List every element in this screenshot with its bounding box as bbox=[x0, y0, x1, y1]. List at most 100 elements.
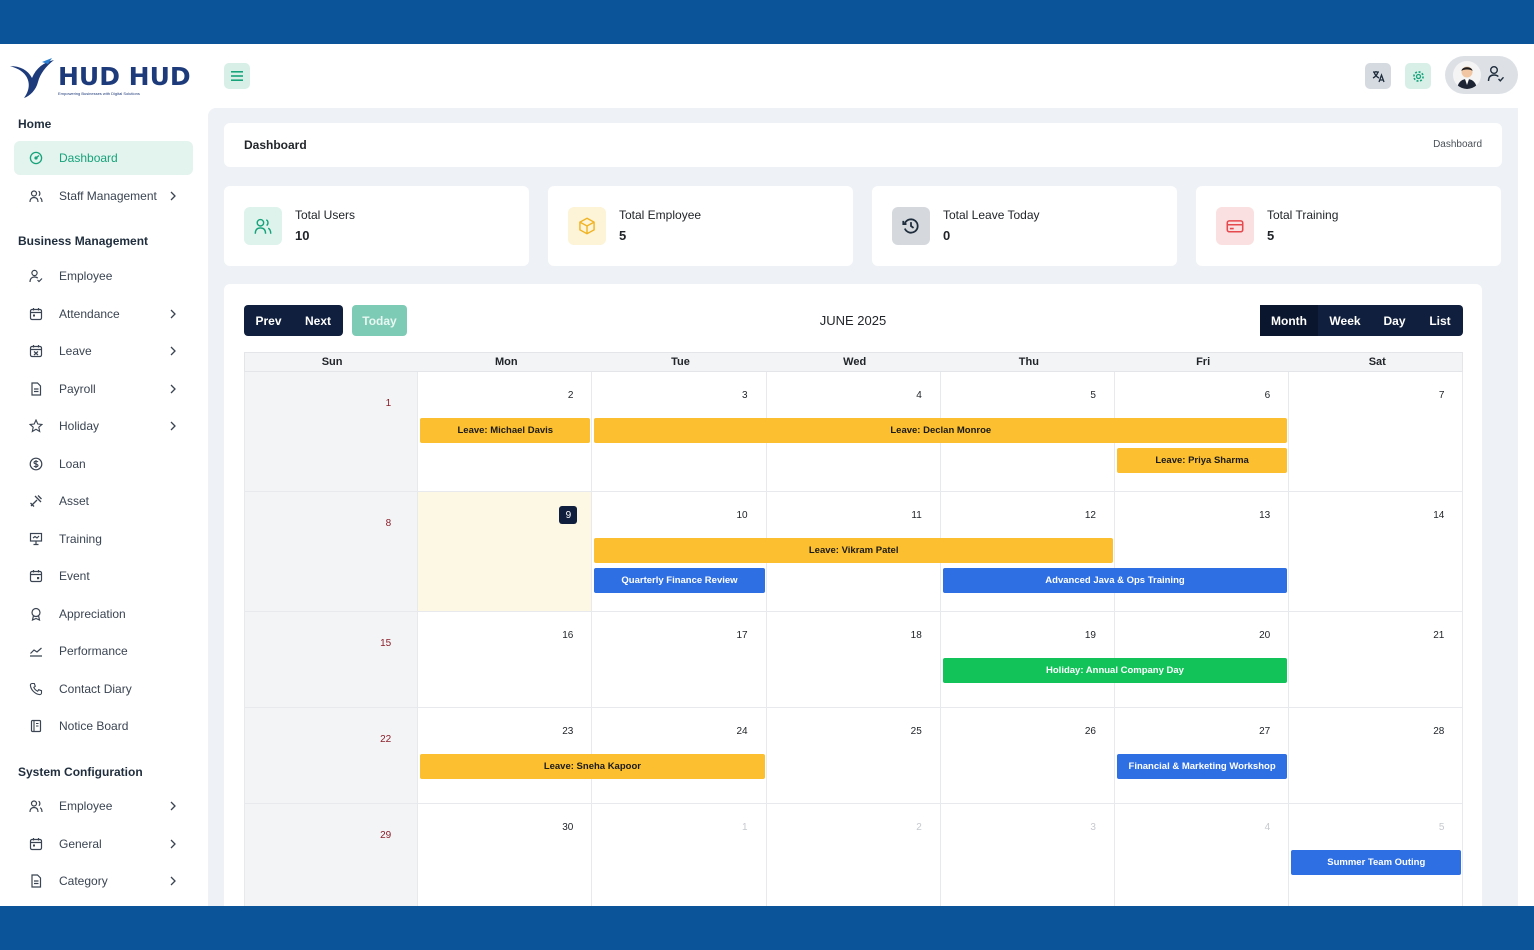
day-number[interactable]: 2 bbox=[567, 390, 574, 401]
day-number[interactable]: 12 bbox=[1084, 510, 1096, 521]
day-number[interactable]: 9 bbox=[559, 506, 578, 524]
calendar-day-cell[interactable]: 15 bbox=[244, 612, 419, 708]
calendar-day-cell[interactable]: 24 bbox=[592, 708, 767, 804]
day-number[interactable]: 27 bbox=[1259, 726, 1271, 737]
calendar-event-leave[interactable]: Leave: Michael Davis bbox=[420, 418, 591, 443]
calendar-day-cell[interactable]: 16 bbox=[418, 612, 593, 708]
day-number[interactable]: 19 bbox=[1084, 630, 1096, 641]
sidebar-item-employee[interactable]: Employee bbox=[14, 259, 193, 293]
sidebar-item-category[interactable]: Category bbox=[14, 864, 193, 898]
day-number[interactable]: 1 bbox=[742, 822, 748, 833]
day-number[interactable]: 16 bbox=[562, 630, 574, 641]
day-number[interactable]: 18 bbox=[910, 630, 922, 641]
day-number[interactable]: 29 bbox=[380, 830, 392, 841]
calendar-day-cell[interactable]: 14 bbox=[1289, 492, 1464, 612]
day-number[interactable]: 25 bbox=[910, 726, 922, 737]
calendar-event-training[interactable]: Quarterly Finance Review bbox=[594, 568, 765, 593]
calendar-day-cell[interactable]: 26 bbox=[940, 708, 1115, 804]
day-number[interactable]: 1 bbox=[385, 398, 392, 409]
calendar-event-training[interactable]: Financial & Marketing Workshop bbox=[1117, 754, 1288, 779]
day-number[interactable]: 20 bbox=[1259, 630, 1271, 641]
view-list-button[interactable]: List bbox=[1429, 313, 1451, 328]
calendar-day-cell[interactable]: 12 bbox=[940, 492, 1115, 612]
calendar-day-cell[interactable]: 21 bbox=[1289, 612, 1464, 708]
profile-menu[interactable] bbox=[1445, 56, 1518, 94]
day-number[interactable]: 5 bbox=[1090, 390, 1096, 401]
calendar-day-cell[interactable]: 2 bbox=[418, 372, 593, 492]
day-number[interactable]: 30 bbox=[562, 822, 574, 833]
breadcrumb-current[interactable]: Dashboard bbox=[1433, 139, 1482, 150]
day-number[interactable]: 23 bbox=[562, 726, 574, 737]
brand-logo[interactable]: HUD HUD Empowering Businesses with Digit… bbox=[8, 56, 191, 102]
sidebar-item-contact-diary[interactable]: Contact Diary bbox=[14, 672, 193, 706]
day-number[interactable]: 17 bbox=[736, 630, 748, 641]
day-number[interactable]: 10 bbox=[736, 510, 748, 521]
sidebar-item-event[interactable]: Event bbox=[14, 559, 193, 593]
calendar-day-cell[interactable]: 28 bbox=[1289, 708, 1464, 804]
sidebar-item-general[interactable]: General bbox=[14, 827, 193, 861]
menu-toggle-button[interactable] bbox=[224, 63, 250, 89]
language-button[interactable] bbox=[1365, 63, 1391, 89]
sidebar-item-staff-management[interactable]: Staff Management bbox=[14, 179, 193, 213]
calendar-day-cell[interactable]: 25 bbox=[766, 708, 941, 804]
calendar-day-cell[interactable]: 22 bbox=[244, 708, 419, 804]
calendar-day-cell[interactable]: 8 bbox=[244, 492, 419, 612]
day-number[interactable]: 6 bbox=[1264, 390, 1271, 401]
calendar-day-cell[interactable]: 20 bbox=[1115, 612, 1290, 708]
calendar-event-training[interactable]: Advanced Java & Ops Training bbox=[942, 568, 1288, 593]
day-number[interactable]: 28 bbox=[1433, 726, 1445, 737]
calendar-day-cell[interactable]: 5 bbox=[1289, 804, 1464, 906]
day-number[interactable]: 7 bbox=[1438, 390, 1445, 401]
sidebar-item-payroll[interactable]: Payroll bbox=[14, 372, 193, 406]
calendar-day-cell[interactable]: 6 bbox=[1115, 372, 1290, 492]
day-number[interactable]: 11 bbox=[911, 510, 922, 521]
day-number[interactable]: 24 bbox=[736, 726, 748, 737]
sidebar-item-attendance[interactable]: Attendance bbox=[14, 297, 193, 331]
day-number[interactable]: 4 bbox=[1264, 822, 1271, 833]
calendar-event-leave[interactable]: Leave: Priya Sharma bbox=[1117, 448, 1288, 473]
next-button[interactable]: Next bbox=[304, 313, 331, 328]
calendar-day-cell[interactable]: 18 bbox=[766, 612, 941, 708]
calendar-day-cell[interactable]: 17 bbox=[592, 612, 767, 708]
sidebar-item-leave[interactable]: Leave bbox=[14, 334, 193, 368]
calendar-day-cell[interactable]: 2 bbox=[767, 804, 941, 906]
settings-button[interactable] bbox=[1405, 63, 1431, 89]
day-number[interactable]: 5 bbox=[1438, 822, 1445, 833]
calendar-day-cell[interactable]: 3 bbox=[941, 804, 1115, 906]
day-number[interactable]: 26 bbox=[1084, 726, 1096, 737]
calendar-day-cell[interactable]: 4 bbox=[1115, 804, 1290, 906]
calendar-day-cell[interactable]: 30 bbox=[418, 804, 593, 906]
day-number[interactable]: 13 bbox=[1259, 510, 1271, 521]
sidebar-item-asset[interactable]: Asset bbox=[14, 484, 193, 518]
calendar-day-cell[interactable]: 1 bbox=[592, 804, 767, 906]
calendar-event-leave[interactable]: Leave: Sneha Kapoor bbox=[420, 754, 765, 779]
day-number[interactable]: 14 bbox=[1433, 510, 1445, 521]
calendar-day-cell[interactable]: 7 bbox=[1289, 372, 1464, 492]
calendar-day-cell[interactable]: 9 bbox=[418, 492, 593, 612]
sidebar-item-config-employee[interactable]: Employee bbox=[14, 789, 193, 823]
calendar-day-cell[interactable]: 29 bbox=[244, 804, 419, 906]
day-number[interactable]: 22 bbox=[380, 734, 392, 745]
sidebar-item-notice-board[interactable]: Notice Board bbox=[14, 709, 193, 743]
calendar-event-leave[interactable]: Leave: Declan Monroe bbox=[594, 418, 1288, 443]
sidebar-item-performance[interactable]: Performance bbox=[14, 634, 193, 668]
sidebar-item-appreciation[interactable]: Appreciation bbox=[14, 597, 193, 631]
view-day-button[interactable]: Day bbox=[1383, 313, 1406, 328]
day-number[interactable]: 21 bbox=[1433, 630, 1445, 641]
day-number[interactable]: 4 bbox=[916, 390, 922, 401]
day-number[interactable]: 8 bbox=[385, 518, 392, 529]
day-number[interactable]: 15 bbox=[380, 638, 392, 649]
calendar-day-cell[interactable]: 27 bbox=[1115, 708, 1290, 804]
calendar-day-cell[interactable]: 13 bbox=[1115, 492, 1290, 612]
sidebar-item-dashboard[interactable]: Dashboard bbox=[14, 141, 193, 175]
view-month-button[interactable]: Month bbox=[1260, 305, 1318, 336]
sidebar-item-loan[interactable]: Loan bbox=[14, 447, 193, 481]
calendar-day-cell[interactable]: 1 bbox=[244, 372, 419, 492]
day-number[interactable]: 3 bbox=[1090, 822, 1096, 833]
day-number[interactable]: 2 bbox=[916, 822, 922, 833]
day-number[interactable]: 3 bbox=[742, 390, 748, 401]
sidebar-item-holiday[interactable]: Holiday bbox=[14, 409, 193, 443]
calendar-event-training[interactable]: Summer Team Outing bbox=[1291, 850, 1462, 875]
prev-button[interactable]: Prev bbox=[255, 313, 282, 328]
calendar-event-holiday[interactable]: Holiday: Annual Company Day bbox=[942, 658, 1288, 683]
